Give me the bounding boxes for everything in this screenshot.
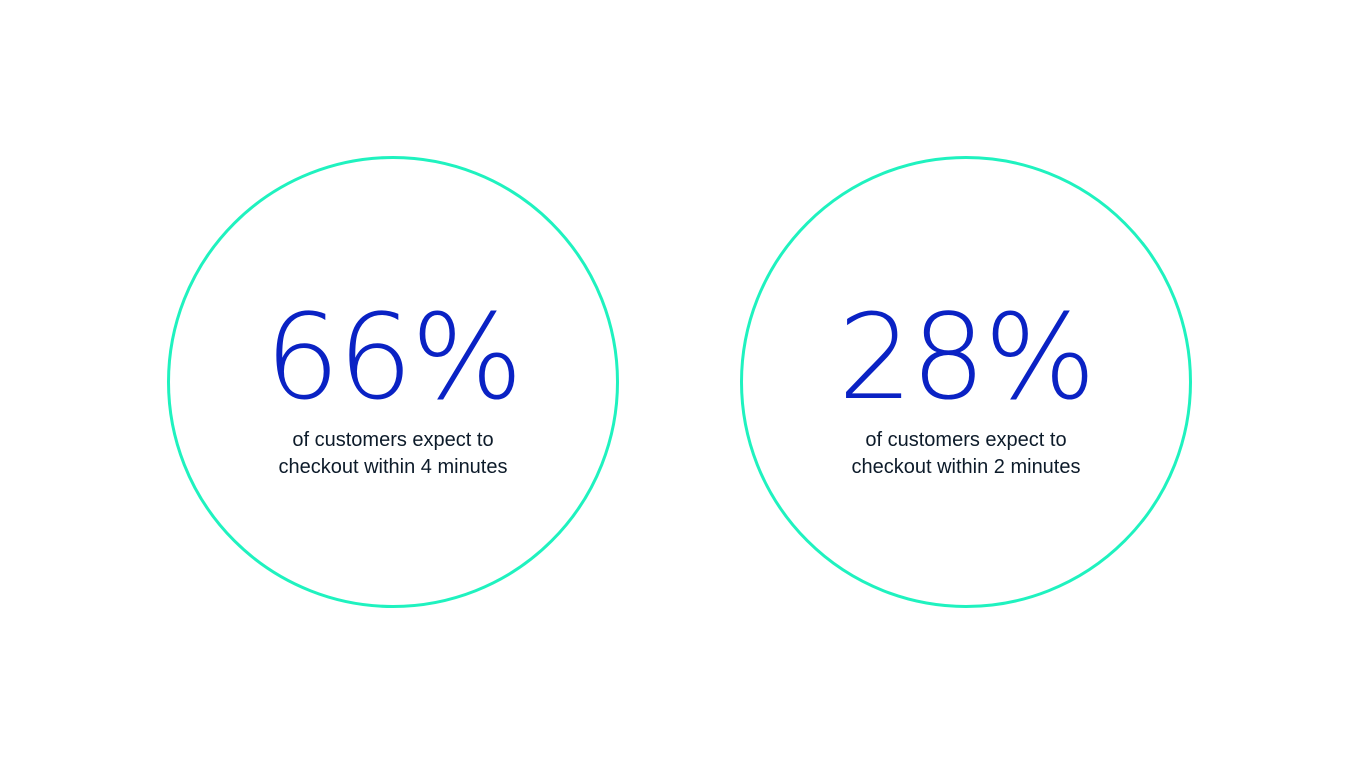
stat-caption-line: checkout within 2 minutes (851, 456, 1081, 478)
stat-caption: of customers expect to checkout within 4… (170, 427, 616, 481)
stat-caption-line: of customers expect to (865, 429, 1067, 451)
stat-circle-66: 66% of customers expect to checkout with… (167, 156, 619, 608)
stat-circle-28: 28% of customers expect to checkout with… (740, 156, 1192, 608)
stat-caption: of customers expect to checkout within 2… (743, 427, 1189, 481)
stat-value: 66% (264, 288, 523, 426)
stat-caption-line: of customers expect to (292, 429, 494, 451)
stat-caption-line: checkout within 4 minutes (278, 456, 508, 478)
stat-value: 28% (837, 288, 1096, 426)
